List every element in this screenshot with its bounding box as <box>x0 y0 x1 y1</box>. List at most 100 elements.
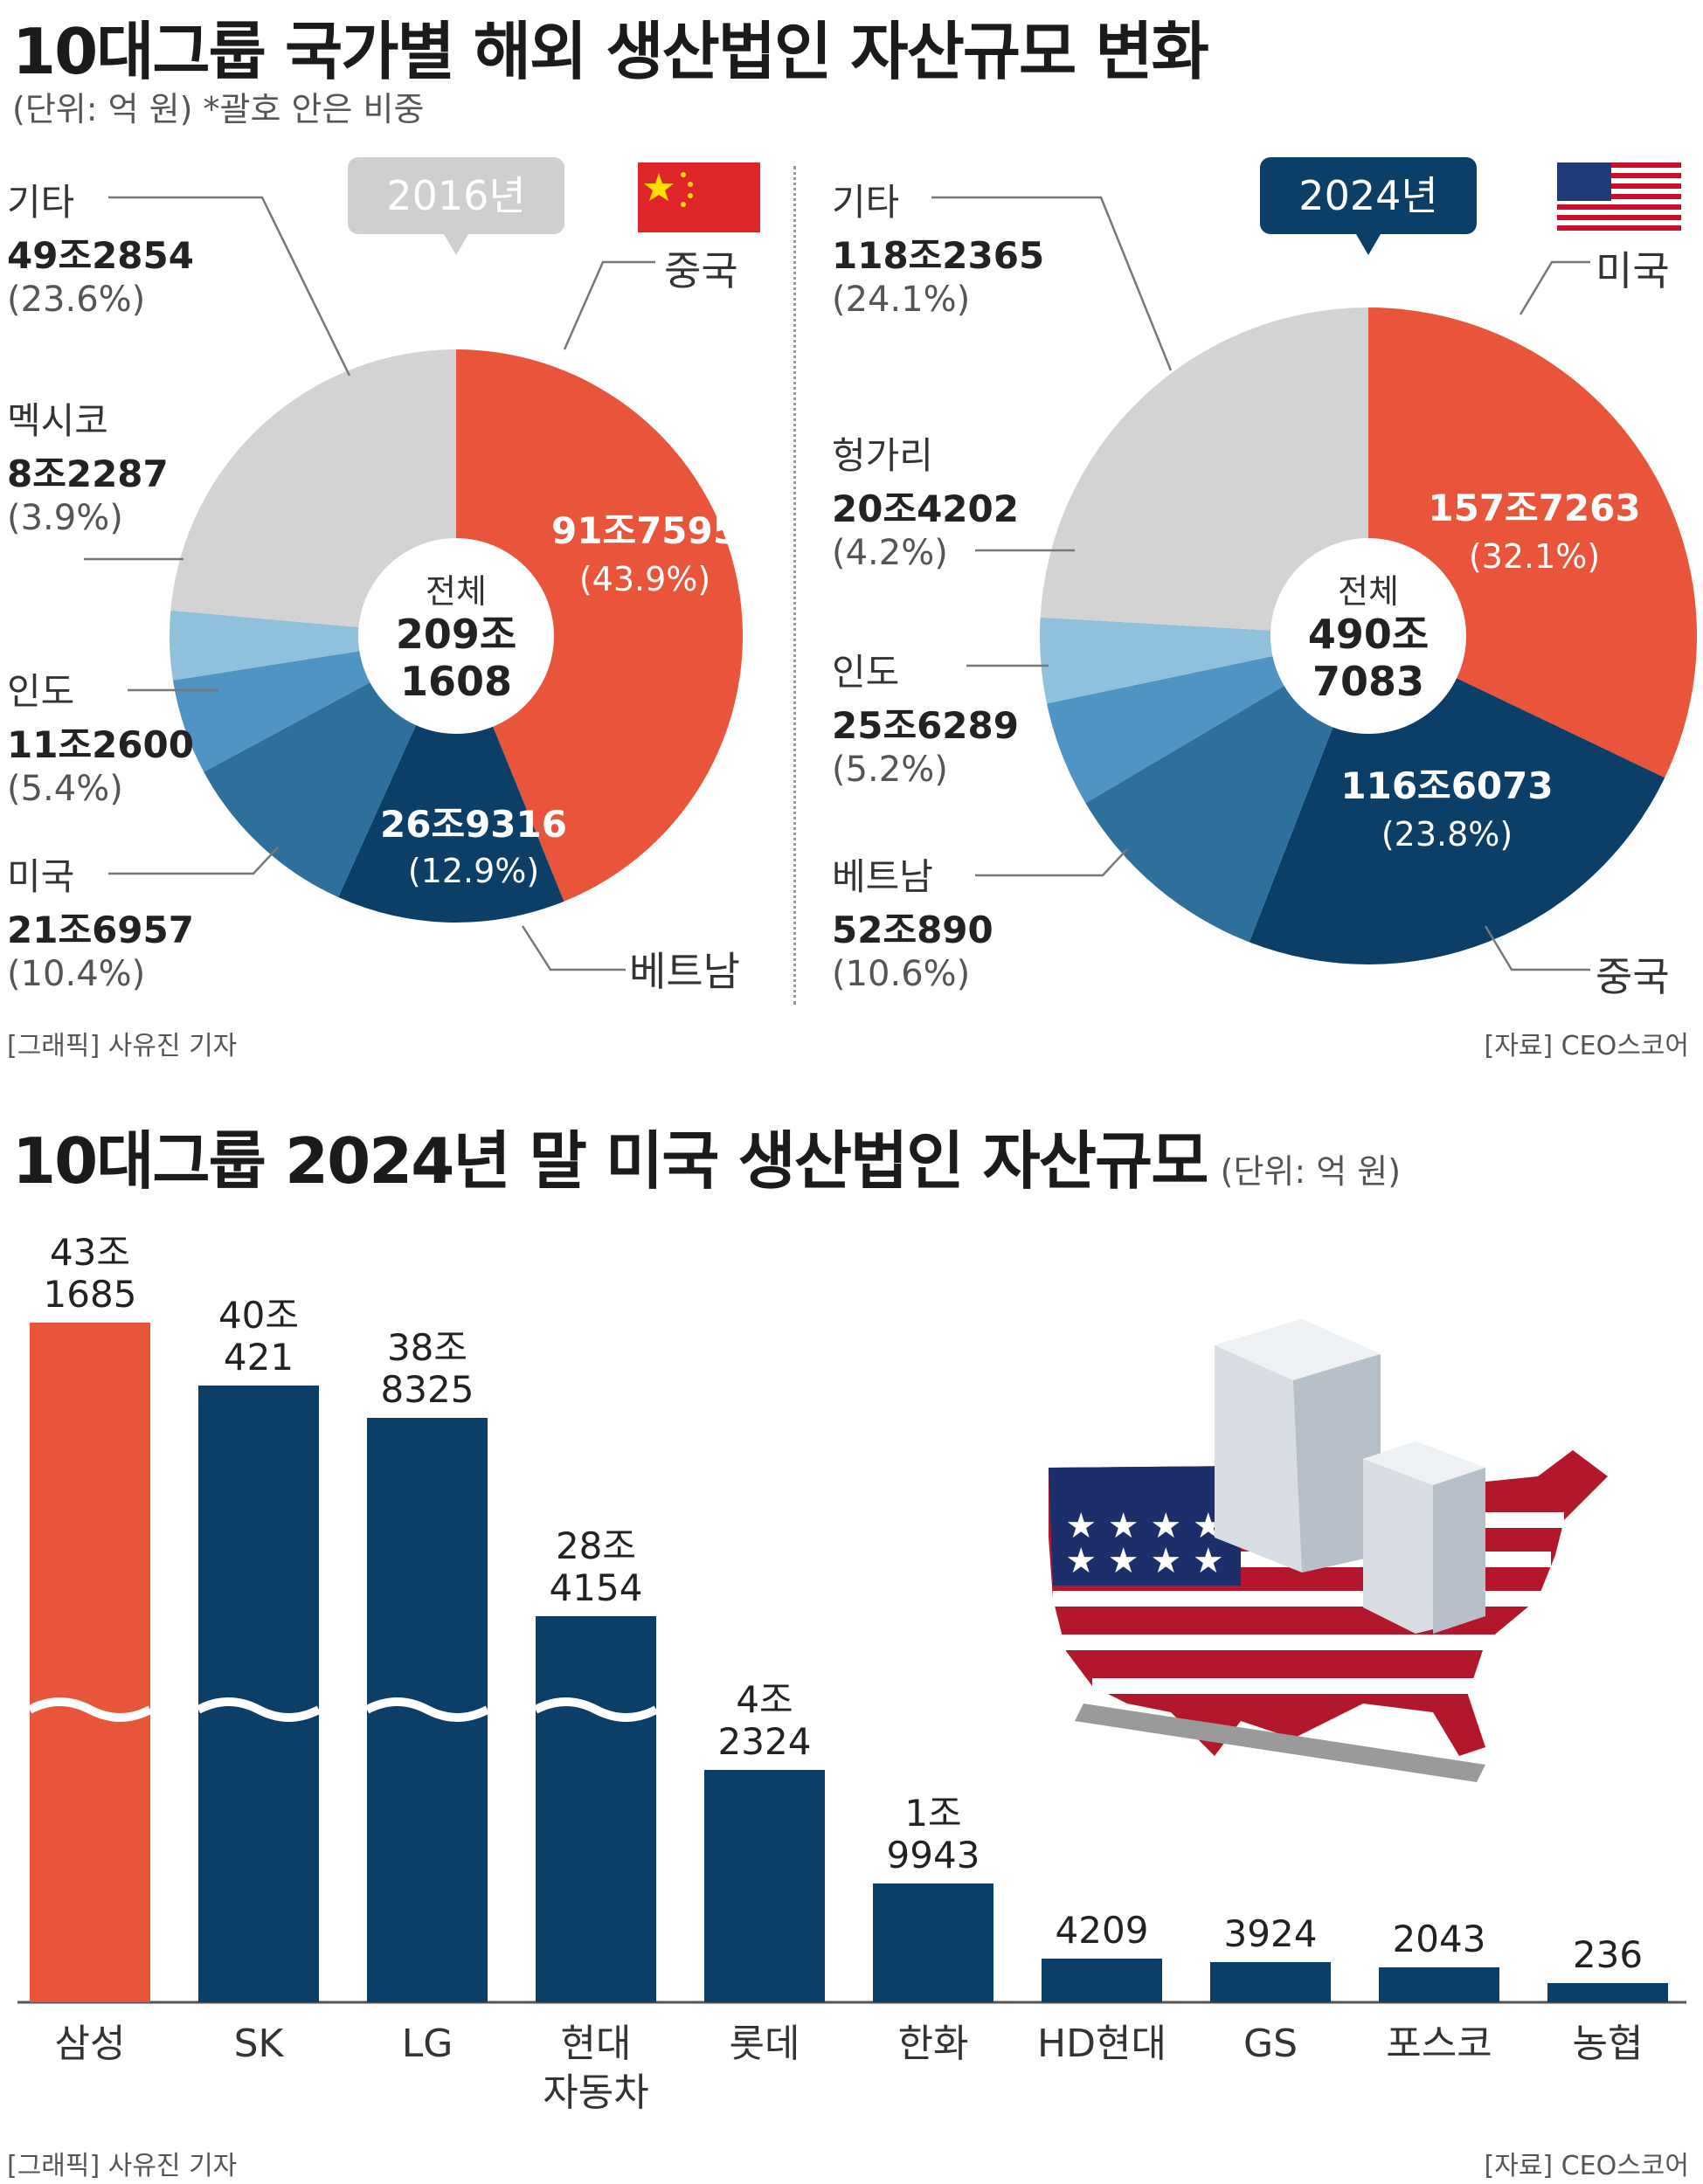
year-2016-text: 2016년 <box>386 172 525 219</box>
bar-value-label-7: 3924 <box>1224 1912 1318 1955</box>
pie-2016-slice-5 <box>170 349 456 636</box>
leader-line-11 <box>1484 925 1590 971</box>
bottom-title-row: 10대그룹 2024년 말 미국 생산법인 자산규모 (단위: 억 원) <box>12 1109 1401 1201</box>
bar-category-label-7: GS <box>1243 2022 1298 2066</box>
bar-value-label-6: 4209 <box>1056 1909 1149 1952</box>
pie-2024-label-other: 기타 118조2365 (24.1%) <box>832 173 1044 320</box>
leader-line-10 <box>1519 260 1590 315</box>
label-value: 21조6957 <box>7 909 194 951</box>
leader-line-9 <box>975 848 1128 877</box>
bar-3 <box>536 1616 656 2002</box>
bar-4 <box>704 1770 825 2002</box>
bar-value-label-9: 236 <box>1573 1933 1643 1976</box>
label-pct: (5.2%) <box>832 750 948 790</box>
axis-break-3 <box>533 1697 659 1722</box>
bar-value-label-2-0: 1685 <box>44 1273 137 1316</box>
pie-2024-china-name: 중국 <box>1596 953 1670 1000</box>
pie-2024-slice-5 <box>1040 308 1368 636</box>
pie-2016-slice-4 <box>169 610 456 681</box>
usa-flag-icon <box>1557 162 1681 232</box>
pie-2024-center-value-1: 490조 <box>1308 611 1429 658</box>
bottom-unit-note: (단위: 억 원) <box>1220 1152 1402 1191</box>
pie-2016-china-name: 중국 <box>664 247 738 294</box>
pie-charts-svg: 2016년 2024년 전체 209조 1608 91조7595 (43.9%)… <box>84 157 1697 1000</box>
pie-2016-center-label: 전체 <box>426 572 487 611</box>
pie-2016-china-value: 91조7595 <box>551 509 738 552</box>
leader-line-3 <box>108 847 279 875</box>
bar-value-label-2-2: 8325 <box>381 1368 474 1411</box>
pie-leader-lines <box>84 196 1590 971</box>
label-value: 118조2365 <box>832 234 1045 277</box>
label-value: 8조2287 <box>7 453 169 495</box>
bar-value-label-2-5: 9943 <box>887 1834 980 1876</box>
bar-7 <box>1210 1962 1331 2002</box>
pie-2024-china-pct: (23.8%) <box>1381 815 1513 854</box>
pie-2016-label-india: 인도 11조2600 (5.4%) <box>7 662 194 809</box>
label-value: 49조2854 <box>7 234 194 277</box>
pie-2024-center-value-2: 7083 <box>1312 658 1424 705</box>
top-title: 10대그룹 국가별 해외 생산법인 자산규모 변화 <box>12 15 1209 88</box>
bar-category-label-6: HD현대 <box>1037 2022 1166 2066</box>
usa-map-buildings-icon: ★ ★ ★ ★ ★ ★ ★ ★ <box>1049 1319 1608 1782</box>
year-2024-text: 2024년 <box>1298 172 1437 219</box>
bar-category-label-4: 롯데 <box>730 2022 800 2066</box>
pie-2016-label-usa: 미국 21조6957 (10.4%) <box>7 847 194 994</box>
pie-chart-2016 <box>169 349 744 923</box>
label-name: 기타 <box>7 181 75 224</box>
bar-value-label-2-3: 4154 <box>550 1566 643 1609</box>
pie-2016-label-other: 기타 49조2854 (23.6%) <box>7 173 194 320</box>
label-name: 헝가리 <box>832 434 933 477</box>
pie-2016-center-value-1: 209조 <box>396 611 516 658</box>
axis-break-1 <box>196 1697 322 1722</box>
credit-source-bottom: [자료] CEO스코어 <box>1484 2151 1689 2181</box>
label-pct: (10.6%) <box>832 954 971 994</box>
label-pct: (24.1%) <box>832 280 971 320</box>
axis-break-0 <box>27 1697 153 1722</box>
year-badge-2024: 2024년 <box>1260 157 1477 255</box>
bar-value-label-2-4: 2324 <box>718 1720 812 1763</box>
label-name: 기타 <box>832 181 900 224</box>
bar-value-label-8: 2043 <box>1393 1918 1486 1960</box>
bar-value-label-5: 1조 <box>904 1792 961 1835</box>
svg-text:★ ★ ★ ★: ★ ★ ★ ★ <box>1065 1541 1224 1581</box>
leader-line-6 <box>931 196 1173 371</box>
label-pct: (5.4%) <box>7 769 123 809</box>
bar-6 <box>1042 1959 1162 2002</box>
bottom-title: 10대그룹 2024년 말 미국 생산법인 자산규모 <box>12 1124 1209 1198</box>
label-value: 25조6289 <box>832 704 1019 747</box>
label-pct: (4.2%) <box>832 533 948 573</box>
leader-line-5 <box>521 925 626 971</box>
credit-source-top: [자료] CEO스코어 <box>1484 1031 1689 1061</box>
pie-2016-china-pct: (43.9%) <box>579 560 710 598</box>
pie-2024-usa-name: 미국 <box>1596 247 1670 294</box>
pie-2024-label-india: 인도 25조6289 (5.2%) <box>832 643 1019 790</box>
label-name: 인도 <box>832 651 900 694</box>
pie-2016-vietnam-pct: (12.9%) <box>408 852 539 890</box>
china-flag-icon <box>638 162 760 232</box>
top-unit-note: (단위: 억 원) *괄호 안은 비중 <box>12 90 425 128</box>
bar-category-label-2: LG <box>402 2022 453 2066</box>
label-name: 인도 <box>7 670 75 713</box>
label-value: 20조4202 <box>832 487 1019 530</box>
bar-8 <box>1379 1967 1499 2002</box>
year-badge-2016: 2016년 <box>348 157 564 255</box>
pie-2016-label-mexico: 멕시코 8조2287 (3.9%) <box>7 391 169 538</box>
leader-line-0 <box>108 196 351 377</box>
pie-2024-slice-2 <box>1085 636 1368 943</box>
pie-2024-usa-value: 157조7263 <box>1428 487 1640 529</box>
bar-category-label-8: 포스코 <box>1386 2022 1492 2066</box>
credit-graphic-bottom: [그래픽] 사유진 기자 <box>7 2151 238 2181</box>
label-name: 멕시코 <box>7 399 108 442</box>
pie-2024-center-label: 전체 <box>1338 572 1399 611</box>
pie-2016-slice-1 <box>338 636 564 923</box>
pie-2024-usa-pct: (32.1%) <box>1469 537 1600 576</box>
bar-value-label-1: 40조 <box>218 1294 299 1337</box>
bar-category-label-1: SK <box>234 2022 285 2066</box>
pie-2016-vietnam-name: 베트남 <box>629 948 740 995</box>
label-value: 11조2600 <box>7 723 194 766</box>
leader-line-4 <box>563 260 655 350</box>
bar-category-label-3: 현대 <box>561 2022 632 2066</box>
pie-2024-china-value: 116조6073 <box>1340 764 1553 807</box>
bar-value-label-2-1: 421 <box>224 1336 294 1379</box>
